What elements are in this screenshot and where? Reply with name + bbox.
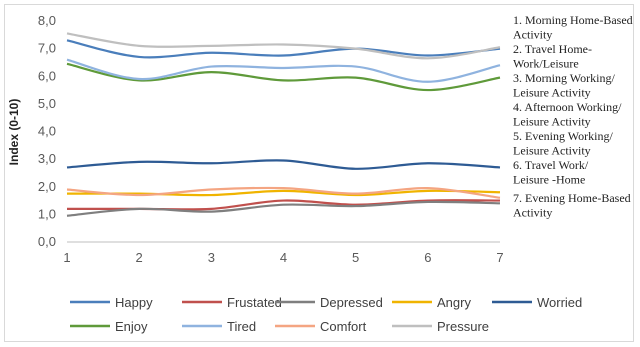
x-tick-label: 7 [496,250,503,265]
legend-label-worried: Worried [537,295,582,310]
activity-note-line: 4. Afternoon Working/ [513,100,622,114]
chart-frame [4,4,634,342]
series-line-enjoy [66,62,501,92]
activity-note-line: Leisure Activity [513,115,591,129]
series-line-comfort [66,186,501,199]
activity-note-line: 6. Travel Work/ [513,158,589,172]
series-line-depressed [66,200,501,217]
y-tick-label: 6,0 [38,68,56,83]
activity-note-line: 5. Evening Working/ [513,129,613,143]
y-tick-label: 3,0 [38,151,56,166]
series-line-worried [66,159,501,170]
x-tick-label: 4 [280,250,287,265]
y-axis-label: Index (0-10) [7,99,21,166]
y-tick-label: 5,0 [38,96,56,111]
legend-label-happy: Happy [115,295,153,310]
activity-note-line: 1. Morning Home-Based [513,13,633,27]
legend-label-tired: Tired [227,319,256,334]
activity-note-line: Work/Leisure [513,57,579,71]
legend-label-frustated: Frustated [227,295,282,310]
x-tick-label: 5 [352,250,359,265]
series-line-tired [66,58,501,83]
activity-note-line: 7. Evening Home-Based [513,191,631,205]
x-tick-label: 6 [424,250,431,265]
y-tick-label: 8,0 [38,13,56,28]
y-tick-label: 2,0 [38,179,56,194]
legend-label-pressure: Pressure [437,319,489,334]
activity-note-line: Leisure Activity [513,144,591,158]
series-line-pressure [66,32,501,60]
series-line-happy [66,39,501,59]
y-tick-label: 7,0 [38,41,56,56]
activity-note-line: 2. Travel Home- [513,42,592,56]
x-tick-label: 3 [208,250,215,265]
y-tick-label: 4,0 [38,124,56,139]
legend-label-angry: Angry [437,295,471,310]
x-tick-label: 2 [136,250,143,265]
activity-note-line: Activity [513,206,552,220]
activity-note-line: Leisure -Home [513,173,585,187]
activity-note-line: 3. Morning Working/ [513,71,615,85]
legend-label-enjoy: Enjoy [115,319,148,334]
series-line-angry [66,189,501,197]
activity-note-line: Leisure Activity [513,86,591,100]
y-tick-label: 0,0 [38,234,56,249]
x-tick-label: 1 [63,250,70,265]
activity-note-line: Activity [513,28,552,42]
legend-label-depressed: Depressed [320,295,383,310]
legend-label-comfort: Comfort [320,319,367,334]
y-tick-label: 1,0 [38,206,56,221]
